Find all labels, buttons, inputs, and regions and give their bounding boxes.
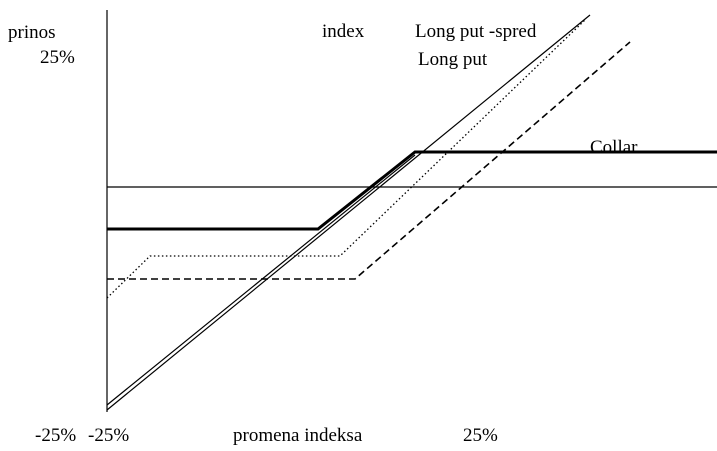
- index-line: [106, 14, 591, 411]
- x-right-label: 25%: [463, 425, 498, 446]
- x-left-label: -25%: [88, 425, 129, 446]
- long-put-label: Long put: [418, 49, 488, 70]
- spread-line: [106, 154, 416, 406]
- long-put-spread-line: [107, 41, 631, 280]
- collar-label: Collar: [590, 137, 638, 158]
- x-left-label: -25%: [35, 425, 76, 446]
- long-put-line: [106, 19, 586, 299]
- y-label: prinos: [8, 22, 56, 43]
- y-top-label: 25%: [40, 47, 75, 68]
- x-label: promena indeksa: [233, 425, 363, 446]
- index-label: index: [322, 21, 365, 42]
- spread-label: Long put -spred: [415, 21, 537, 42]
- collar-line: [107, 150, 717, 231]
